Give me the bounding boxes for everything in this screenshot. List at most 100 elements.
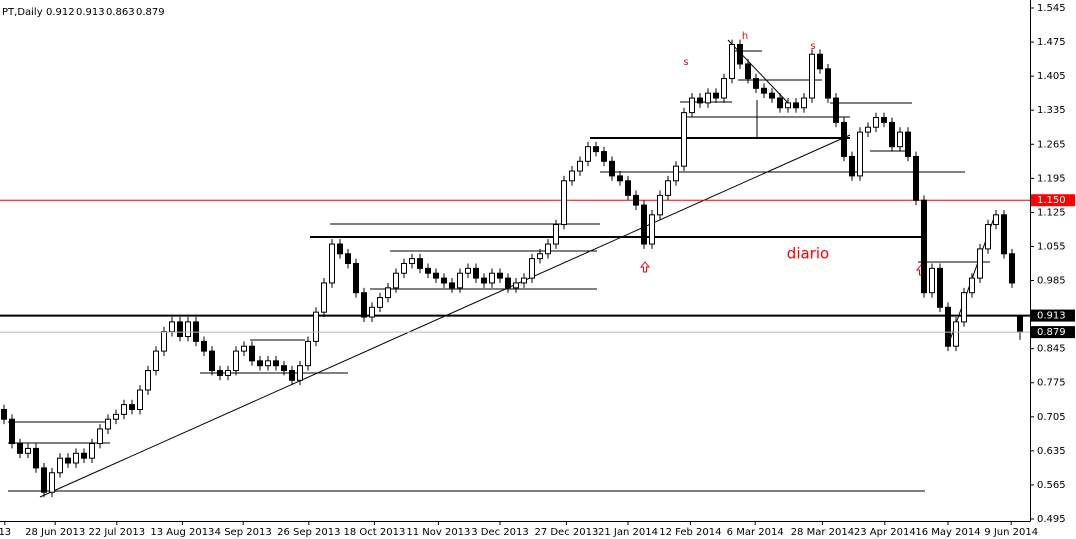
candle-body bbox=[913, 155, 919, 201]
candle-body bbox=[537, 253, 543, 260]
candle-body bbox=[777, 97, 783, 109]
candle-body bbox=[393, 272, 399, 289]
y-tick-label: 0.985 bbox=[1037, 276, 1066, 287]
candle-body bbox=[665, 180, 671, 196]
candle-body bbox=[889, 121, 895, 148]
candle-body bbox=[713, 92, 719, 99]
candle-body bbox=[25, 447, 31, 454]
y-tick-label: 1.125 bbox=[1037, 207, 1066, 218]
y-tick-label: 1.405 bbox=[1037, 71, 1066, 82]
ohlc-close: 0.879 bbox=[136, 7, 165, 18]
candle-body bbox=[105, 418, 111, 430]
candle-body bbox=[353, 263, 359, 294]
x-tick-label: 12 Feb 2014 bbox=[659, 527, 721, 538]
candle-body bbox=[801, 97, 807, 109]
annotation: h bbox=[742, 31, 748, 42]
candle-body bbox=[473, 267, 479, 279]
candle-body bbox=[897, 131, 903, 148]
candle-body bbox=[209, 350, 215, 372]
x-tick-label: 6 Mar 2014 bbox=[727, 527, 784, 538]
candle-body bbox=[113, 413, 119, 420]
candle-body bbox=[929, 267, 935, 294]
candle-body bbox=[545, 243, 551, 255]
candle-body bbox=[321, 282, 327, 313]
candle-body bbox=[857, 131, 863, 177]
x-tick-label: 11 Nov 2013 bbox=[406, 527, 470, 538]
x-tick-label: 9 Jun 2014 bbox=[984, 527, 1038, 538]
candle-body bbox=[817, 53, 823, 70]
candle-body bbox=[569, 170, 575, 182]
candle-body bbox=[705, 92, 711, 104]
candle-body bbox=[553, 224, 559, 245]
candle-body bbox=[249, 345, 255, 362]
candle-body bbox=[369, 306, 375, 318]
x-tick-label: 22 Jul 2013 bbox=[88, 527, 145, 538]
ohlc-low: 0.863 bbox=[106, 7, 135, 18]
candle-body bbox=[753, 78, 759, 89]
candle-body bbox=[793, 102, 799, 109]
candle-body bbox=[633, 194, 639, 206]
candle-body bbox=[521, 277, 527, 284]
candle-body bbox=[49, 472, 55, 493]
x-tick-label: 28 Mar 2014 bbox=[791, 527, 854, 538]
annotation: s bbox=[810, 41, 815, 52]
candle-body bbox=[9, 418, 15, 445]
candle-body bbox=[841, 121, 847, 157]
candle-body bbox=[585, 146, 591, 162]
candle-body bbox=[65, 457, 71, 464]
price-tag bbox=[1031, 194, 1075, 207]
candle-body bbox=[561, 180, 567, 226]
price-tag-label: 0.913 bbox=[1037, 311, 1066, 322]
x-tick-label: 21 Jan 2014 bbox=[598, 527, 658, 538]
price-tag-label: 1.150 bbox=[1037, 195, 1066, 206]
candle-body bbox=[577, 160, 583, 172]
candle-body bbox=[833, 97, 839, 123]
candle-body bbox=[273, 360, 279, 367]
candle-body bbox=[609, 160, 615, 177]
y-tick-label: 1.195 bbox=[1037, 173, 1066, 184]
candle-body bbox=[297, 365, 303, 381]
candle-body bbox=[449, 282, 455, 289]
candle-body bbox=[809, 53, 815, 99]
candle-body bbox=[865, 126, 871, 133]
candle-body bbox=[649, 214, 655, 245]
arrow-up bbox=[639, 261, 651, 273]
candle-body bbox=[673, 165, 679, 182]
candle-body bbox=[969, 277, 975, 294]
candle-body bbox=[977, 248, 983, 279]
ohlc-high: 0.913 bbox=[76, 7, 105, 18]
candle-body bbox=[225, 370, 231, 376]
candle-body bbox=[681, 112, 687, 167]
candle-body bbox=[1017, 315, 1023, 333]
x-tick-label: 16 May 2014 bbox=[915, 527, 980, 538]
y-tick-label: 1.545 bbox=[1037, 3, 1066, 14]
candle-body bbox=[361, 292, 367, 318]
candle-body bbox=[737, 44, 743, 65]
symbol: PT,Daily bbox=[2, 7, 43, 18]
candle-body bbox=[937, 267, 943, 308]
price-tag-label: 0.879 bbox=[1037, 327, 1066, 338]
candle-body bbox=[745, 63, 751, 80]
candle-body bbox=[617, 175, 623, 182]
x-tick-label: 13 bbox=[0, 527, 11, 538]
candle-body bbox=[761, 87, 767, 94]
candle-body bbox=[81, 452, 87, 459]
candle-body bbox=[961, 292, 967, 323]
candle-body bbox=[505, 277, 511, 289]
candle-body bbox=[97, 428, 103, 445]
header: PT,Daily 0.912 0.913 0.863 0.879 bbox=[2, 7, 165, 18]
candle-body bbox=[729, 44, 735, 80]
candle-body bbox=[785, 102, 791, 109]
y-tick-label: 1.265 bbox=[1037, 139, 1066, 150]
candle-body bbox=[697, 97, 703, 104]
y-tick-label: 0.565 bbox=[1037, 480, 1066, 491]
candle-body bbox=[177, 321, 183, 337]
candle-body bbox=[993, 214, 999, 226]
candle-body bbox=[1001, 214, 1007, 255]
x-tick-label: 23 Apr 2014 bbox=[854, 527, 916, 538]
annotation: s bbox=[683, 57, 688, 68]
candle-body bbox=[401, 263, 407, 274]
candle-body bbox=[257, 360, 263, 367]
candle-body bbox=[593, 146, 599, 153]
